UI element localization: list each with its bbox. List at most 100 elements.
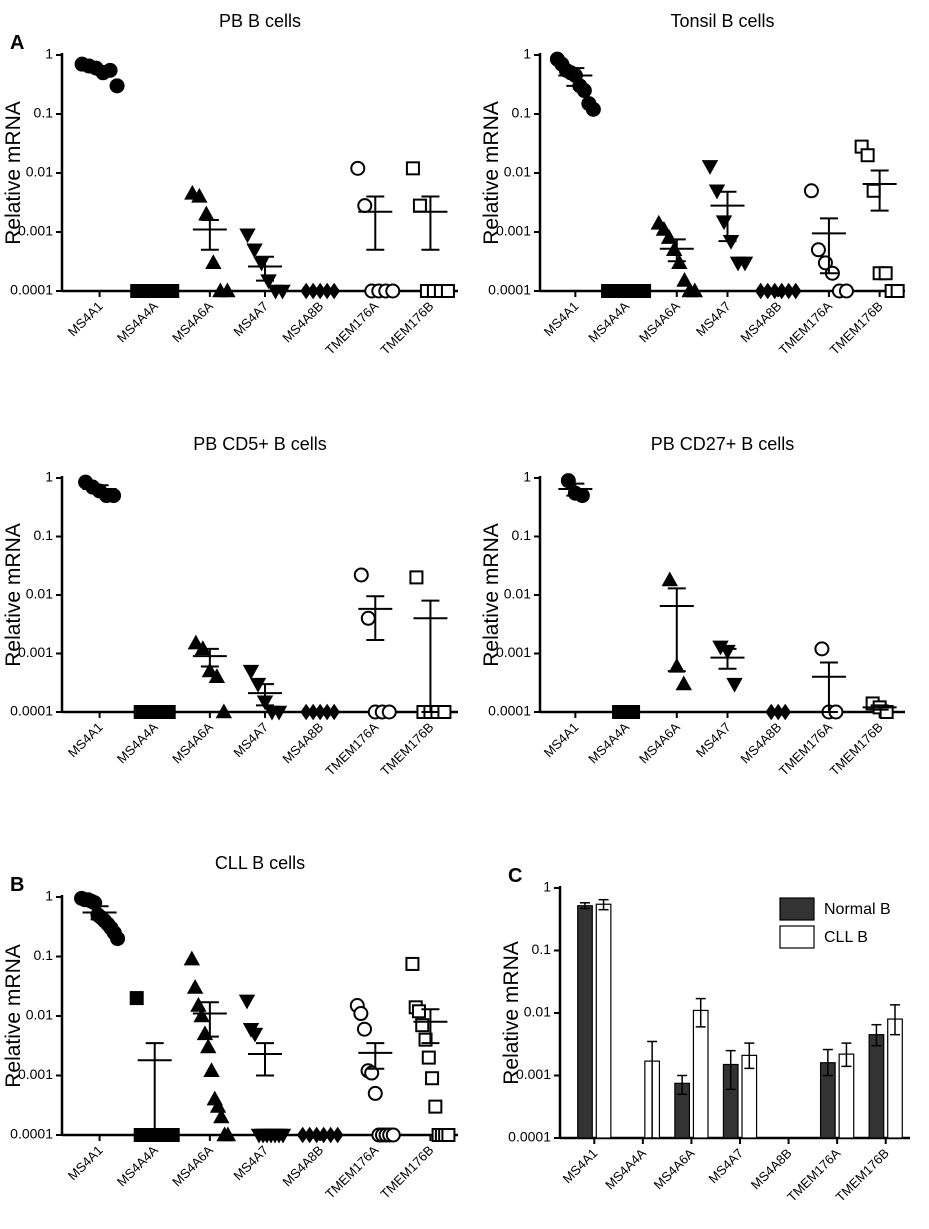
- data-point: [409, 570, 424, 585]
- x-tick-label: MS4A6A: [636, 298, 683, 345]
- y-tick-label: 0.0001: [10, 703, 53, 719]
- data-point: [890, 284, 905, 298]
- data-point: [360, 610, 376, 626]
- data-point: [165, 1128, 180, 1142]
- data-point: [208, 668, 226, 683]
- data-point: [655, 220, 673, 236]
- bar: [577, 905, 593, 1139]
- x-tick-label: MS4A1: [541, 720, 582, 761]
- y-axis-label: Relative mRNA: [480, 101, 503, 245]
- legend-swatch: [779, 925, 815, 949]
- data-point: [246, 1027, 264, 1043]
- x-tick-label: MS4A1: [65, 720, 106, 761]
- data-point: [193, 1007, 210, 1023]
- data-point: [219, 282, 236, 298]
- data-point: [385, 283, 401, 299]
- y-tick-label: 0.0001: [508, 1129, 551, 1145]
- data-point: [686, 282, 703, 298]
- y-axis-label: Relative mRNA: [500, 941, 523, 1085]
- data-point: [385, 1127, 401, 1143]
- data-point: [701, 160, 719, 175]
- y-tick-label: 0.01: [504, 164, 531, 180]
- panel-label: A: [10, 32, 24, 54]
- x-tick-label: MS4A4A: [114, 1142, 161, 1189]
- y-tick-label: 0.01: [26, 586, 53, 602]
- x-tick-label: TMEM176B: [377, 299, 436, 358]
- data-point: [270, 705, 288, 721]
- data-point: [239, 228, 256, 244]
- x-tick-label: MS4A4A: [602, 1145, 649, 1192]
- data-point: [213, 1108, 230, 1124]
- data-point: [364, 1065, 380, 1081]
- data-point: [726, 677, 743, 693]
- y-tick-label: 0.01: [524, 1004, 551, 1020]
- data-point: [215, 703, 233, 719]
- x-tick-label: TMEM176A: [776, 719, 835, 778]
- data-point: [715, 215, 733, 231]
- x-tick-label: MS4A7: [230, 299, 271, 340]
- x-tick-label: TMEM176A: [322, 719, 381, 778]
- data-point: [331, 1126, 344, 1144]
- x-tick-label: TMEM176B: [833, 1146, 892, 1205]
- y-tick-label: 1: [45, 469, 53, 485]
- panel-label: B: [10, 874, 24, 896]
- data-point: [803, 183, 819, 199]
- y-tick-label: 0.1: [34, 527, 54, 543]
- data-point: [675, 675, 692, 691]
- x-tick-label: MS4A6A: [169, 298, 216, 345]
- data-point: [405, 161, 420, 176]
- y-tick-label: 0.01: [26, 1007, 53, 1023]
- y-axis-label: Relative mRNA: [480, 523, 503, 667]
- data-point: [242, 664, 260, 680]
- data-point: [357, 198, 373, 214]
- chart-title: PB CD27+ B cells: [651, 434, 795, 454]
- x-tick-label: TMEM176A: [322, 298, 381, 357]
- data-point: [585, 101, 601, 117]
- chart-title: Tonsil B cells: [670, 11, 774, 31]
- y-tick-label: 0.0001: [488, 703, 531, 719]
- data-point: [191, 187, 208, 203]
- x-tick-label: MS4A4A: [114, 298, 161, 345]
- data-point: [676, 272, 693, 287]
- x-tick-label: MS4A6A: [651, 1145, 698, 1192]
- x-tick-label: MS4A1: [541, 299, 582, 340]
- data-point: [353, 1006, 369, 1022]
- bar: [887, 1018, 903, 1139]
- data-point: [789, 282, 802, 300]
- chart-title: CLL B cells: [215, 853, 305, 873]
- y-tick-label: 0.0001: [488, 282, 531, 298]
- data-point: [736, 256, 754, 272]
- chart-title: PB B cells: [219, 11, 301, 31]
- data-point: [198, 205, 215, 221]
- y-tick-label: 0.0001: [10, 282, 53, 298]
- data-point: [576, 83, 592, 99]
- bar: [692, 1009, 709, 1139]
- y-tick-label: 0.001: [18, 223, 53, 239]
- y-tick-label: 0.001: [496, 223, 531, 239]
- bar: [595, 903, 612, 1139]
- data-point: [560, 473, 576, 489]
- x-tick-label: MS4A8B: [737, 720, 784, 767]
- x-tick-label: MS4A8B: [279, 1143, 326, 1190]
- data-point: [106, 488, 122, 504]
- data-point: [381, 704, 397, 720]
- x-tick-label: TMEM176B: [827, 299, 886, 358]
- x-tick-label: MS4A6A: [636, 719, 683, 766]
- x-tick-label: MS4A4A: [585, 298, 632, 345]
- x-tick-label: MS4A1: [65, 1143, 106, 1184]
- y-tick-label: 1: [523, 46, 531, 62]
- y-axis-label: Relative mRNA: [2, 101, 25, 245]
- data-point: [350, 160, 366, 176]
- y-tick-label: 0.1: [34, 105, 54, 121]
- y-axis-label: Relative mRNA: [2, 944, 25, 1088]
- data-point: [412, 198, 427, 213]
- data-point: [440, 284, 455, 298]
- panel-label: C: [508, 865, 522, 887]
- x-tick-label: MS4A7: [230, 720, 271, 761]
- data-point: [441, 1128, 456, 1142]
- data-point: [183, 950, 201, 966]
- x-tick-label: MS4A6A: [169, 1142, 216, 1189]
- x-tick-label: MS4A8B: [737, 299, 784, 346]
- data-point: [810, 242, 826, 258]
- data-point: [353, 567, 369, 583]
